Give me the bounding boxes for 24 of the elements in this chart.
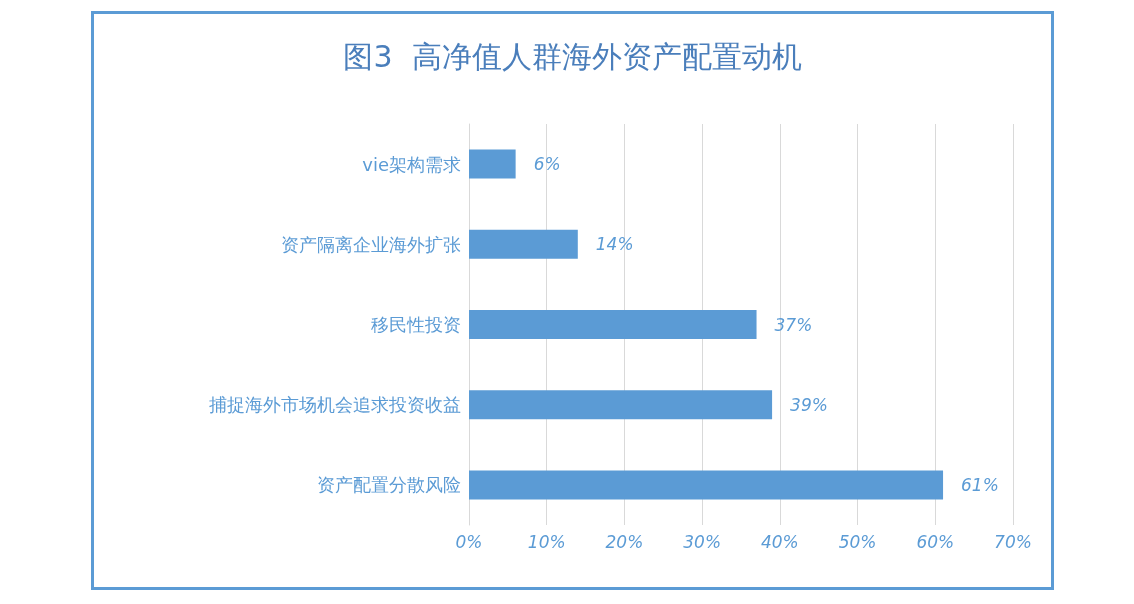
bar [469, 229, 578, 259]
data-label: 39% [790, 394, 828, 415]
bar [469, 470, 944, 500]
bar [469, 390, 773, 420]
chart-title: 图3 高净值人群海外资产配置动机 [343, 38, 802, 74]
data-label: 61% [961, 474, 999, 495]
y-tick-label: vie架构需求 [362, 153, 461, 175]
bar [469, 149, 516, 179]
y-tick-label: 移民性投资 [371, 314, 461, 335]
bar [469, 310, 757, 339]
x-tick-label: 20% [605, 531, 644, 552]
x-tick-label: 0% [455, 531, 483, 552]
data-label: 6% [533, 154, 561, 175]
x-tick-label: 10% [527, 531, 566, 552]
data-label: 37% [774, 314, 813, 335]
y-tick-label: 资产隔离企业海外扩张 [281, 233, 461, 255]
y-tick-label: 捕捉海外市场机会追求投资收益 [209, 394, 461, 416]
x-tick-label: 40% [760, 531, 799, 552]
x-tick-label: 50% [838, 531, 877, 552]
data-label: 14% [595, 234, 634, 255]
x-tick-label: 70% [994, 531, 1032, 552]
y-tick-label: 资产配置分散风险 [317, 474, 461, 496]
x-tick-label: 60% [916, 531, 955, 552]
x-tick-label: 30% [683, 531, 722, 552]
